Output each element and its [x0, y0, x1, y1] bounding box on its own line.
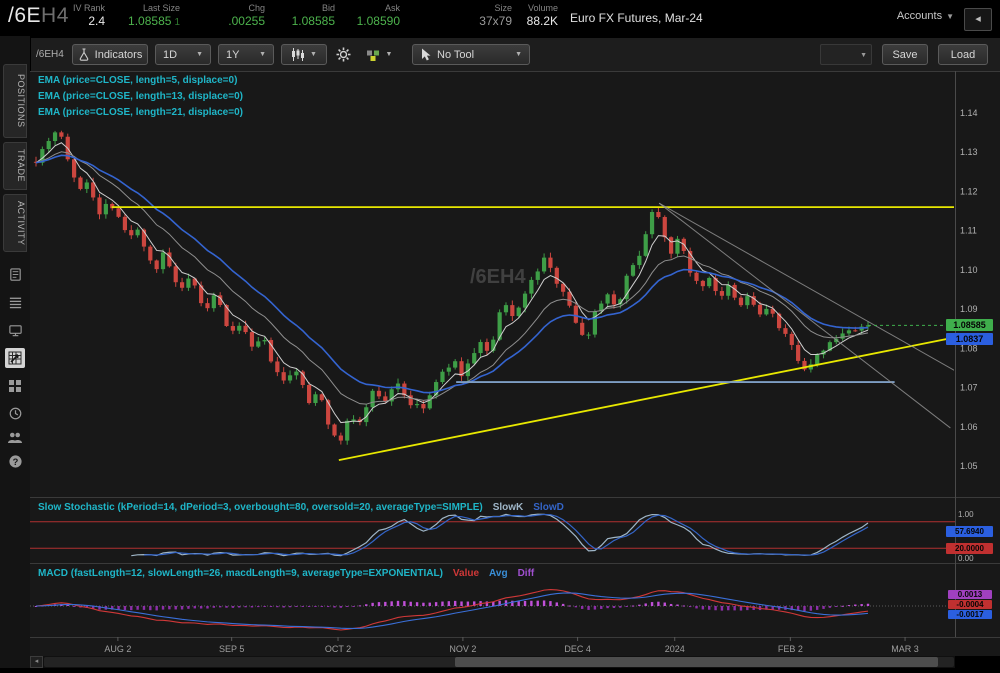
- trading-platform-window: /6EH4 IV Rank 2.4 Last Size 1.085851 Chg…: [0, 0, 1000, 673]
- svg-text:SEP 5: SEP 5: [219, 644, 244, 654]
- macd-value-badge: -0.0004: [948, 600, 992, 609]
- ema-value-badge: 1.0837: [946, 333, 993, 345]
- candlestick-chart-icon: [291, 48, 305, 61]
- chart-style-dropdown[interactable]: ▼: [820, 44, 872, 65]
- svg-text:1.09: 1.09: [960, 304, 978, 314]
- chart-tab-label[interactable]: /6EH4: [36, 49, 64, 60]
- chevron-down-icon: ▼: [946, 12, 954, 21]
- svg-text:NOV 2: NOV 2: [449, 644, 476, 654]
- last-price-badge: 1.08585: [946, 319, 993, 331]
- stat-last-size: Last Size 1.085851: [100, 3, 180, 30]
- chevron-down-icon: ▼: [515, 51, 522, 58]
- study-label-ema13[interactable]: EMA (price=CLOSE, length=13, displace=0): [38, 91, 243, 102]
- sidebar-tab-positions[interactable]: POSITIONS: [3, 64, 27, 138]
- stat-ask: Ask 1.08590: [330, 3, 400, 29]
- chevron-down-icon: ▼: [310, 51, 317, 58]
- time-scrollbar: ◂: [30, 656, 955, 668]
- svg-text:1.11: 1.11: [960, 226, 977, 236]
- macd-label: MACD (fastLength=12, slowLength=26, macd…: [38, 568, 443, 579]
- stochastic-label: Slow Stochastic (kPeriod=14, dPeriod=3, …: [38, 502, 483, 513]
- sidebar-clock-icon[interactable]: [5, 403, 25, 423]
- svg-text:1.10: 1.10: [960, 265, 978, 275]
- scrollbar-thumb[interactable]: [455, 657, 938, 667]
- stat-bid: Bid 1.08585: [265, 3, 335, 29]
- strategies-dropdown[interactable]: ▼: [360, 44, 398, 65]
- chevron-down-icon: ▼: [386, 51, 393, 58]
- svg-text:0.00: 0.00: [958, 554, 974, 563]
- timeframe-dropdown[interactable]: 1Y▼: [218, 44, 274, 65]
- slowd-series-label: SlowD: [533, 502, 564, 513]
- left-sidebar: POSITIONS TRADE ACTIVITY ?: [0, 36, 31, 668]
- chart-toolbar: /6EH4 Indicators 1D▼ 1Y▼ ▼: [30, 38, 1000, 72]
- chart-type-dropdown[interactable]: ▼: [281, 44, 327, 65]
- svg-text:/6EH4: /6EH4: [470, 266, 526, 288]
- svg-text:1.13: 1.13: [960, 147, 978, 157]
- sidebar-grid-icon[interactable]: [5, 376, 25, 396]
- svg-text:1.00: 1.00: [958, 510, 974, 519]
- stochastic-legend[interactable]: Slow Stochastic (kPeriod=14, dPeriod=3, …: [38, 502, 564, 513]
- macd-diff-badge: 0.0013: [948, 590, 992, 599]
- macd-legend[interactable]: MACD (fastLength=12, slowLength=26, macd…: [38, 568, 534, 579]
- stat-iv-rank: IV Rank 2.4: [40, 3, 105, 29]
- study-label-ema5[interactable]: EMA (price=CLOSE, length=5, displace=0): [38, 75, 237, 86]
- oversold-level-badge: 20.0000: [946, 543, 993, 554]
- svg-text:FEB 2: FEB 2: [778, 644, 803, 654]
- indicators-button[interactable]: Indicators: [72, 44, 148, 65]
- aggregation-dropdown[interactable]: 1D▼: [155, 44, 211, 65]
- symbol-root: /6E: [8, 4, 41, 27]
- svg-text:MAR 3: MAR 3: [891, 644, 919, 654]
- svg-text:AUG 2: AUG 2: [104, 644, 131, 654]
- macd-value-series-label: Value: [453, 568, 479, 579]
- pattern-blocks-icon: [366, 48, 381, 62]
- scrollbar-left-button[interactable]: ◂: [30, 656, 43, 668]
- svg-text:1.05: 1.05: [960, 461, 978, 471]
- macd-avg-badge: -0.0017: [948, 610, 992, 619]
- chevron-down-icon: ▼: [259, 51, 266, 58]
- stat-chg: Chg .00255: [195, 3, 265, 29]
- save-button[interactable]: Save: [882, 44, 928, 65]
- study-label-ema21[interactable]: EMA (price=CLOSE, length=21, displace=0): [38, 107, 243, 118]
- chart-area[interactable]: /6EH41.141.131.121.111.101.091.081.071.0…: [30, 71, 1000, 656]
- svg-text:1.14: 1.14: [960, 108, 978, 118]
- svg-text:1.07: 1.07: [960, 383, 978, 393]
- header-bar: /6EH4 IV Rank 2.4 Last Size 1.085851 Chg…: [0, 0, 1000, 36]
- sidebar-people-icon[interactable]: [5, 427, 25, 447]
- chevron-down-icon: ▼: [860, 52, 867, 59]
- macd-avg-series-label: Avg: [489, 568, 508, 579]
- instrument-description: Euro FX Futures, Mar-24: [570, 11, 703, 25]
- sidebar-tab-activity[interactable]: ACTIVITY: [3, 194, 27, 252]
- stat-volume: Volume 88.2K: [495, 3, 558, 29]
- slowd-value-badge: 57.6940: [946, 526, 993, 537]
- load-button[interactable]: Load: [938, 44, 988, 65]
- chart-settings-button[interactable]: [333, 44, 353, 65]
- sidebar-monitor-icon[interactable]: [5, 320, 25, 340]
- accounts-menu[interactable]: Accounts▼: [897, 10, 954, 22]
- svg-text:1.06: 1.06: [960, 422, 978, 432]
- sidebar-document-icon[interactable]: [5, 264, 25, 284]
- sidebar-help-icon[interactable]: ?: [5, 451, 25, 471]
- collapse-panel-button[interactable]: ◂: [964, 8, 992, 31]
- svg-text:?: ?: [12, 456, 18, 466]
- drawing-tool-dropdown[interactable]: No Tool ▼: [412, 44, 530, 65]
- cursor-icon: [420, 48, 431, 61]
- macd-diff-series-label: Diff: [518, 568, 535, 579]
- slowk-series-label: SlowK: [493, 502, 524, 513]
- svg-text:1.12: 1.12: [960, 186, 978, 196]
- svg-text:DEC 4: DEC 4: [564, 644, 591, 654]
- sidebar-tab-trade[interactable]: TRADE: [3, 142, 27, 190]
- gear-icon: [336, 47, 351, 62]
- svg-text:2024: 2024: [665, 644, 685, 654]
- flask-icon: [78, 48, 90, 61]
- sidebar-charts-icon[interactable]: [5, 348, 25, 368]
- sidebar-list-icon[interactable]: [5, 292, 25, 312]
- chevron-down-icon: ▼: [196, 51, 203, 58]
- svg-text:OCT 2: OCT 2: [325, 644, 351, 654]
